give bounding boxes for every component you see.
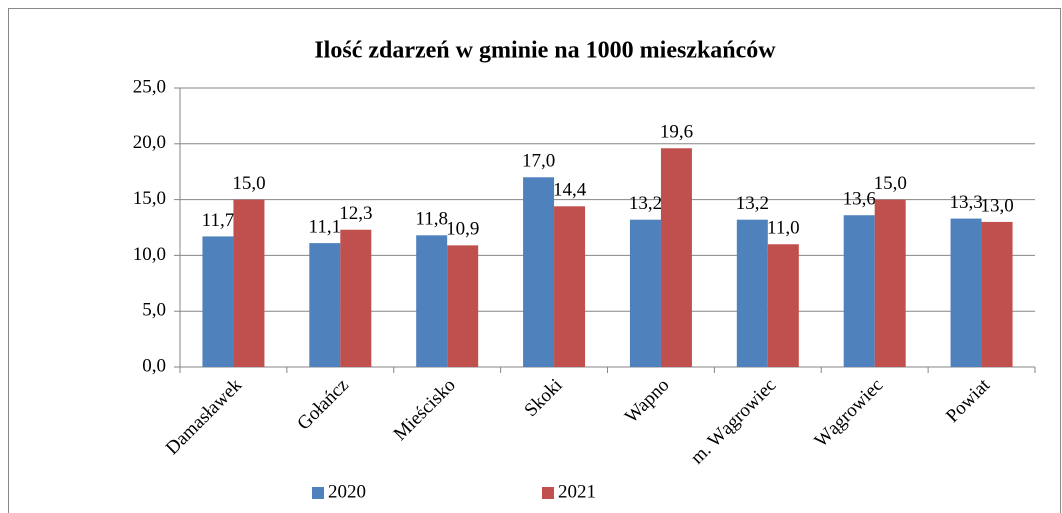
data-label: 11,1 [309,216,342,237]
data-label: 15,0 [874,173,907,194]
y-tick-label: 20,0 [133,132,166,153]
bar [447,245,479,367]
bar [233,199,265,367]
bar [554,206,586,367]
y-tick-label: 15,0 [133,188,166,209]
data-label: 11,8 [415,209,448,230]
chart-title: Ilość zdarzeń w gminie na 1000 mieszkańc… [314,38,776,64]
data-label: 10,9 [446,219,479,240]
bar [660,148,692,367]
bar [767,244,799,367]
data-label: 13,3 [949,192,982,213]
data-label: 17,0 [522,151,555,172]
data-label: 13,2 [736,193,769,214]
legend-label: 2020 [328,481,366,502]
data-label: 14,4 [553,180,587,201]
bar [202,236,234,367]
data-label: 19,6 [660,122,693,143]
data-label: 13,0 [980,195,1013,216]
bar [309,243,341,367]
data-label: 15,0 [232,173,265,194]
legend-label: 2021 [558,481,596,502]
y-tick-label: 5,0 [142,300,166,321]
bar [843,215,875,367]
legend-swatch [542,487,554,499]
bar [629,219,661,367]
data-label: 13,2 [629,193,662,214]
bar [736,219,768,367]
bar [340,229,372,367]
bar [523,177,555,367]
bar [950,218,982,367]
y-tick-label: 0,0 [142,355,166,376]
bar [981,221,1013,367]
data-label: 13,6 [843,189,876,210]
legend-swatch [312,487,324,499]
bar [416,235,448,367]
data-label: 11,0 [767,218,800,239]
bar [874,199,906,367]
y-tick-label: 25,0 [133,76,166,97]
data-label: 11,7 [202,210,235,231]
y-tick-label: 10,0 [133,244,166,265]
data-label: 12,3 [339,203,372,224]
